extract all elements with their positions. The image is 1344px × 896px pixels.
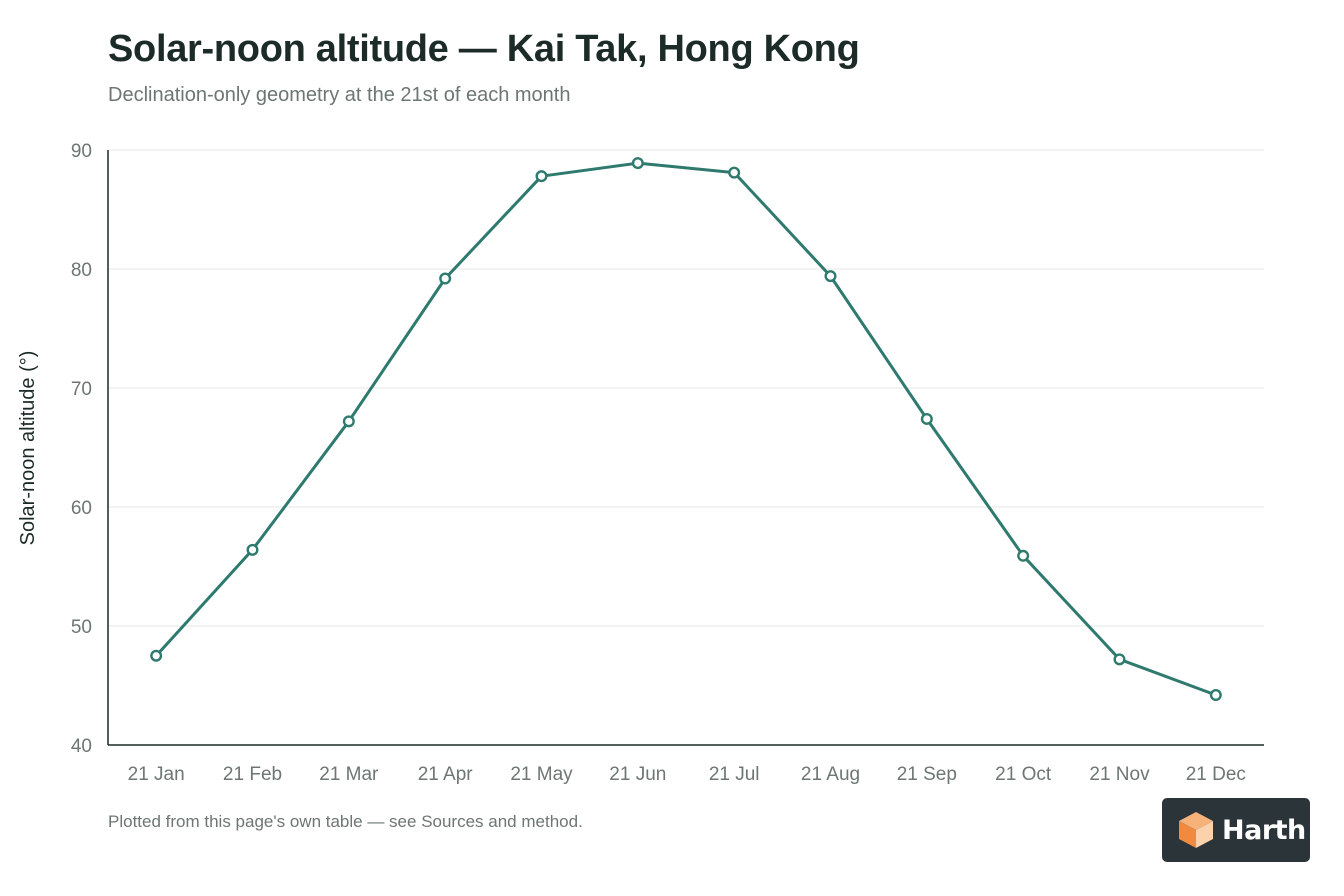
data-point[interactable] <box>535 170 548 183</box>
x-tick-label: 21 Mar <box>319 764 379 785</box>
data-series <box>150 157 1222 702</box>
chart-subtitle: Declination-only geometry at the 21st of… <box>108 84 571 106</box>
x-tick-label: 21 Sep <box>897 764 957 785</box>
logo-text: Harth <box>1222 814 1306 846</box>
orange-cube-icon <box>1179 812 1213 848</box>
data-point[interactable] <box>1113 653 1126 666</box>
x-tick-label: 21 Nov <box>1089 764 1150 785</box>
y-tick-label: 70 <box>71 379 92 400</box>
y-tick-label: 60 <box>71 498 92 519</box>
data-point[interactable] <box>631 157 644 170</box>
y-tick-labels: 40 50 60 70 80 90 <box>71 141 92 757</box>
x-tick-label: 21 Jan <box>128 764 185 785</box>
x-tick-label: 21 Oct <box>995 764 1052 785</box>
y-axis-label: Solar-noon altitude (°) <box>17 351 39 546</box>
x-tick-label: 21 Apr <box>418 764 474 785</box>
data-point[interactable] <box>1017 549 1030 562</box>
data-point[interactable] <box>824 270 837 283</box>
x-tick-label: 21 Feb <box>223 764 282 785</box>
series-line <box>154 161 1218 697</box>
y-tick-label: 80 <box>71 260 92 281</box>
y-tick-label: 40 <box>71 736 92 757</box>
y-tick-label: 50 <box>71 617 92 638</box>
chart-title: Solar-noon altitude — Kai Tak, Hong Kong <box>108 28 860 70</box>
data-point[interactable] <box>1209 689 1222 702</box>
x-tick-label: 21 Aug <box>801 764 860 785</box>
data-point[interactable] <box>342 415 355 428</box>
harth-logo[interactable]: Harth <box>1162 798 1310 862</box>
x-tick-label: 21 Jun <box>609 764 666 785</box>
x-tick-label: 21 May <box>510 764 573 785</box>
data-point[interactable] <box>920 412 933 425</box>
y-tick-label: 90 <box>71 141 92 162</box>
data-point[interactable] <box>728 166 741 179</box>
data-point[interactable] <box>150 649 163 662</box>
data-point[interactable] <box>246 543 259 556</box>
x-tick-label: 21 Dec <box>1186 764 1246 785</box>
axes <box>107 150 1264 746</box>
x-tick-label: 21 Jul <box>709 764 760 785</box>
chart-footnote: Plotted from this page's own table — see… <box>108 812 583 831</box>
grid-lines <box>108 149 1264 627</box>
x-tick-labels: 21 Jan 21 Feb 21 Mar 21 Apr 21 May 21 Jun 21 J… <box>128 764 1246 785</box>
data-point[interactable] <box>439 272 452 285</box>
